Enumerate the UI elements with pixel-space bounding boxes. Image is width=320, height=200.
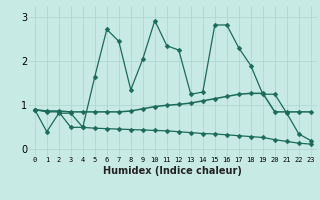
X-axis label: Humidex (Indice chaleur): Humidex (Indice chaleur) — [103, 166, 242, 176]
